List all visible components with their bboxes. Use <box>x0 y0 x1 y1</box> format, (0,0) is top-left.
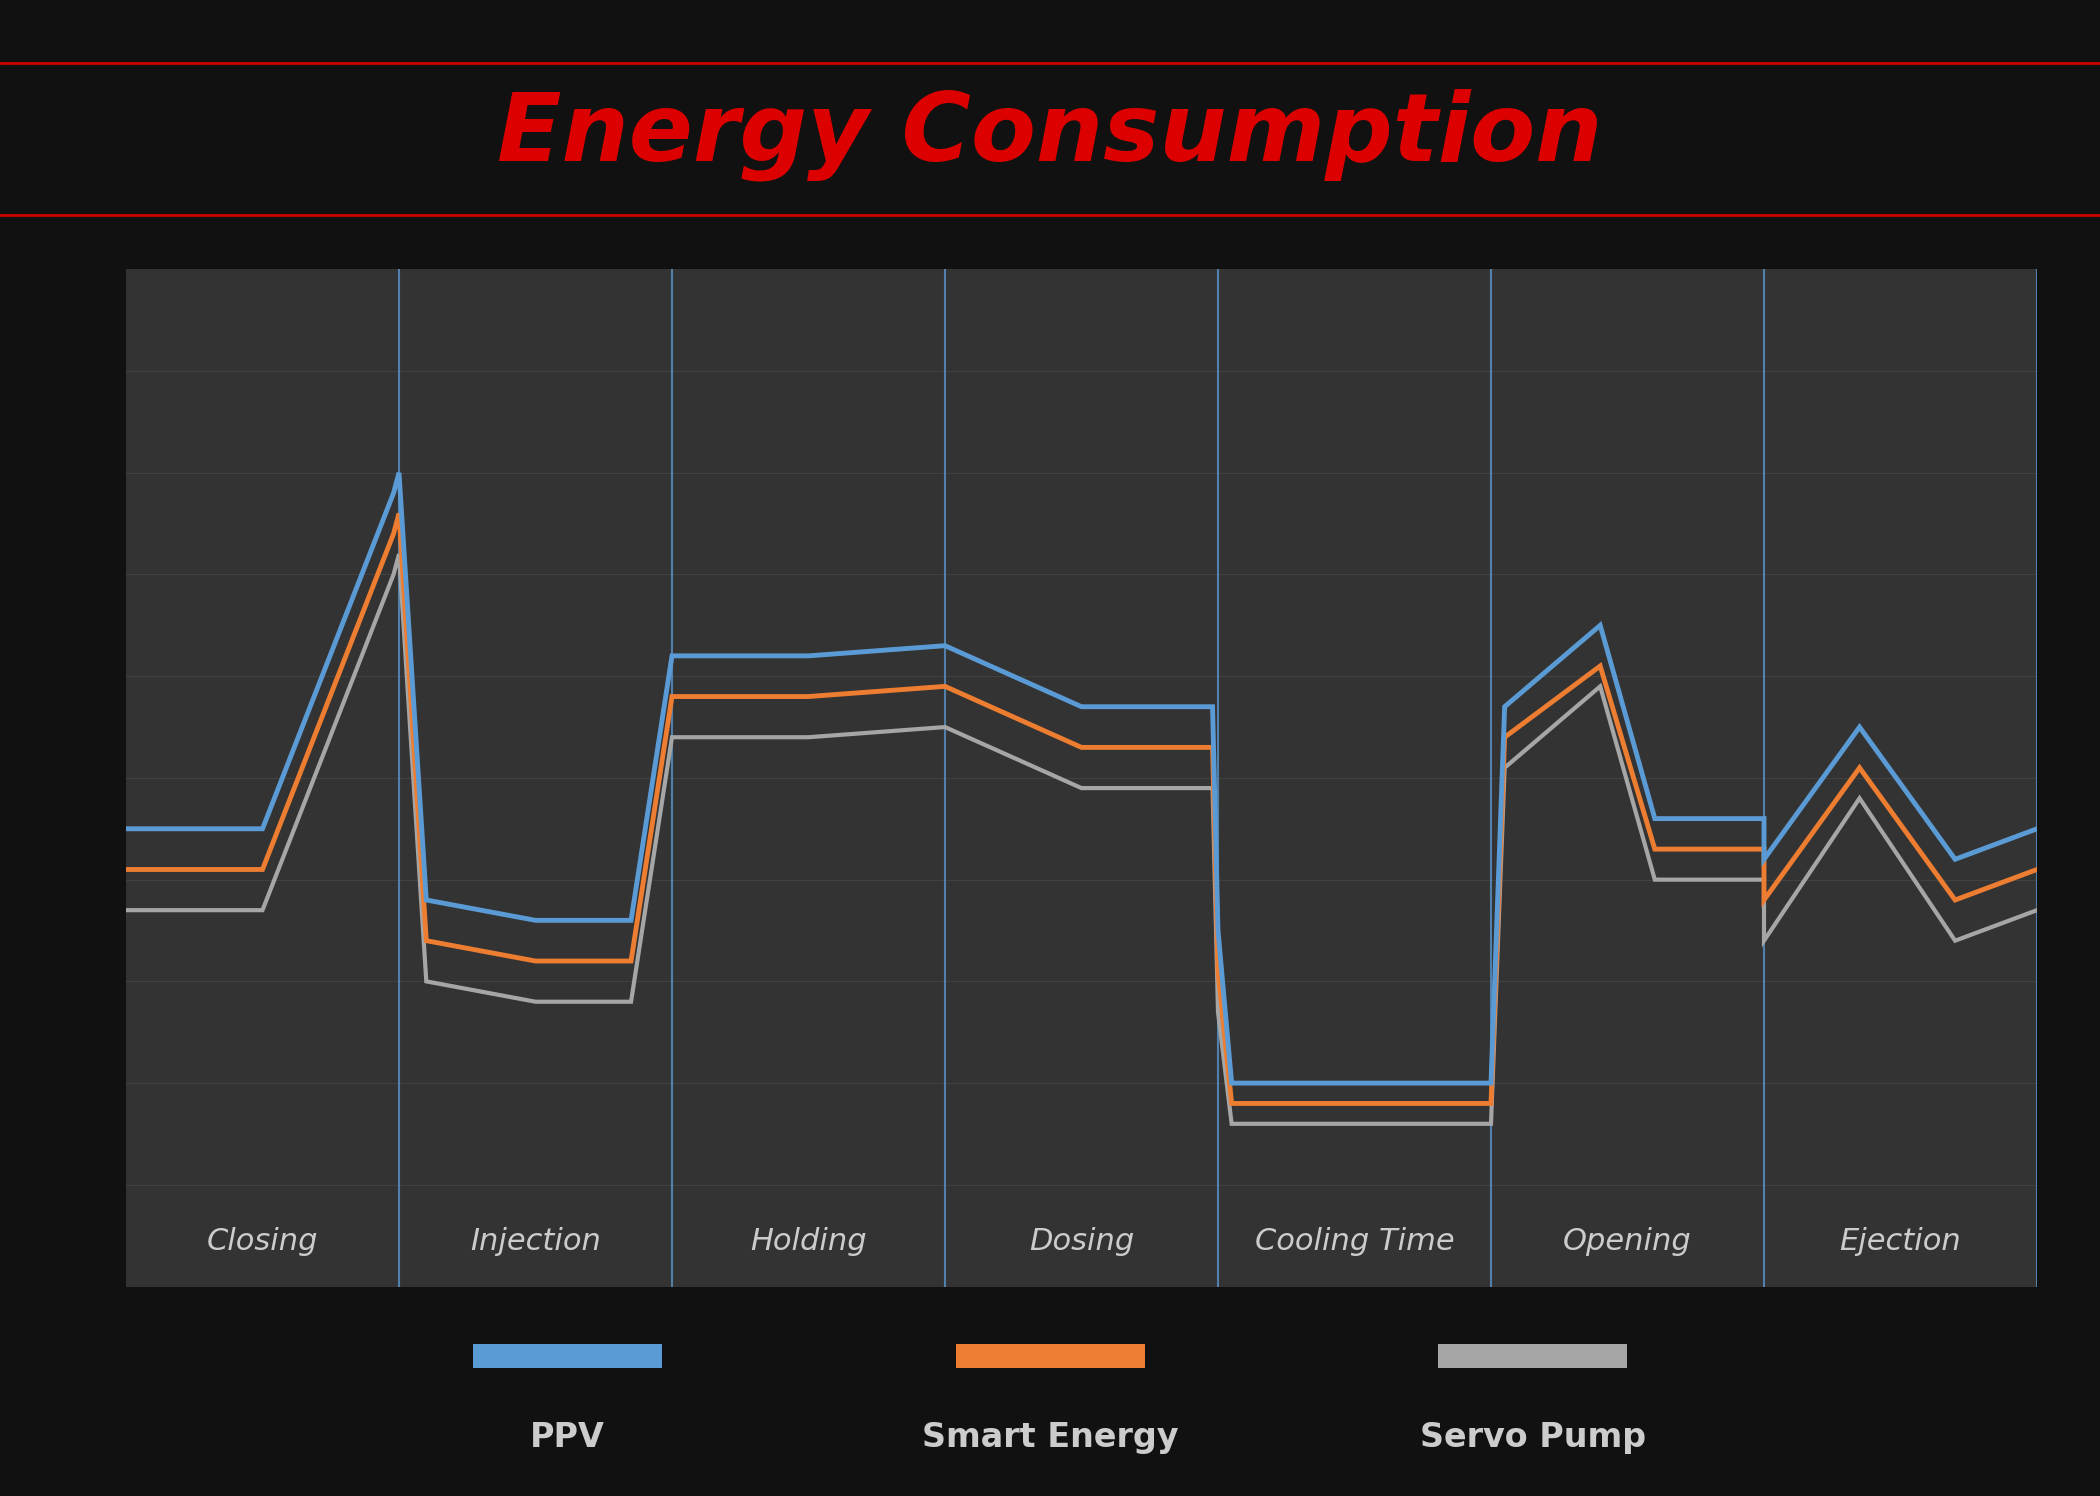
Text: Dosing: Dosing <box>1029 1227 1134 1257</box>
Text: Opening: Opening <box>1562 1227 1693 1257</box>
Text: Injection: Injection <box>470 1227 601 1257</box>
Text: Holding: Holding <box>750 1227 867 1257</box>
Bar <box>472 1345 662 1367</box>
Text: Energy Consumption: Energy Consumption <box>498 88 1602 181</box>
Bar <box>1438 1345 1628 1367</box>
Text: Cooling Time: Cooling Time <box>1254 1227 1455 1257</box>
Text: Ejection: Ejection <box>1840 1227 1961 1257</box>
Text: PPV: PPV <box>529 1421 605 1454</box>
Text: Smart Energy: Smart Energy <box>922 1421 1178 1454</box>
Text: Servo Pump: Servo Pump <box>1420 1421 1646 1454</box>
Text: Closing: Closing <box>206 1227 319 1257</box>
Bar <box>956 1345 1144 1367</box>
